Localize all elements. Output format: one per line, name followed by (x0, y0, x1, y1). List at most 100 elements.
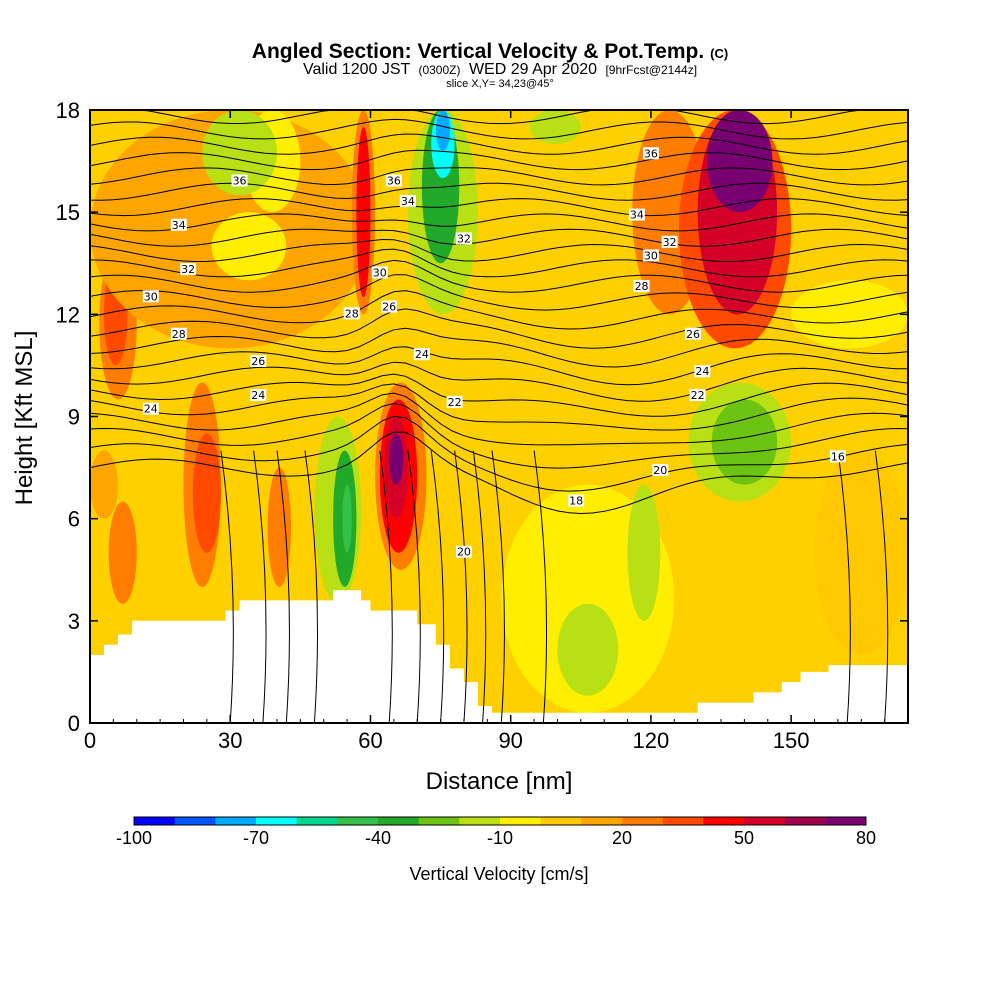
contour-label-bg (661, 235, 678, 248)
contour-line (90, 392, 908, 446)
contour-label-bg (689, 389, 706, 402)
velocity-cell (108, 501, 137, 604)
contour-label: 32 (181, 263, 195, 276)
colorbar-tick-label: 80 (856, 828, 876, 848)
colorbar-swatch (296, 817, 338, 825)
contour-label: 18 (569, 495, 583, 508)
velocity-cell (435, 110, 450, 151)
colorbar-tick-label: -40 (365, 828, 391, 848)
velocity-cell (90, 450, 119, 519)
velocity-cell (529, 110, 581, 145)
contour-label: 36 (387, 175, 401, 188)
y-tick-label: 3 (68, 609, 80, 634)
contour-label: 20 (457, 546, 471, 559)
contour-label: 26 (382, 301, 396, 314)
contour-label: 24 (695, 365, 709, 378)
colorbar-swatch (256, 817, 298, 825)
colorbar-swatch (378, 817, 420, 825)
contour-line (90, 198, 908, 217)
terrain-mask (90, 590, 908, 723)
contour-label: 24 (415, 348, 429, 361)
vertical-velocity-field (90, 110, 908, 713)
colorbar-swatch (540, 817, 582, 825)
colorbar-swatch (134, 817, 176, 825)
contour-line (90, 228, 908, 247)
contour-labels: 16 18 20 20 22 22 24 24 24 24 26 26 26 28 28 28 30 30 30 32… (142, 147, 846, 559)
contour-label: 28 (635, 280, 649, 293)
x-tick-label: 120 (633, 728, 670, 753)
contour-line (90, 149, 908, 171)
velocity-cell (211, 212, 287, 281)
y-tick-label: 18 (56, 98, 80, 123)
contour-label: 26 (686, 328, 700, 341)
contour-label-bg (642, 147, 659, 160)
contour-line (90, 238, 908, 263)
x-tick-label: 0 (84, 728, 96, 753)
contour-line (90, 290, 908, 330)
contour-label-bg (642, 249, 659, 262)
contour-label-bg (142, 290, 159, 303)
velocity-cell (814, 450, 908, 655)
contour-line (491, 450, 505, 723)
y-tick-label: 6 (68, 507, 80, 532)
contour-label: 24 (251, 389, 265, 402)
y-axis-label: Height [Kft MSL] (11, 331, 38, 506)
contour-label-bg (568, 494, 585, 507)
contour-label: 28 (172, 328, 186, 341)
contour-label-bg (343, 307, 360, 320)
contour-line (90, 327, 908, 368)
contour-label: 22 (448, 396, 462, 409)
contour-label: 36 (233, 175, 247, 188)
contour-label-bg (455, 232, 472, 245)
contour-label-bg (633, 280, 650, 293)
contour-line (90, 373, 908, 417)
contour-label-bg (399, 194, 416, 207)
contour-label: 34 (172, 219, 186, 232)
x-tick-label: 30 (218, 728, 242, 753)
contour-line (90, 110, 908, 125)
colorbar-tick-label: -70 (243, 828, 269, 848)
contour-line (430, 450, 445, 723)
contour-label-bg (231, 174, 248, 187)
colorbar-tick-labels: -100 -70 -40 -10 20 50 80 (116, 828, 876, 848)
contour-label-bg (455, 545, 472, 558)
velocity-cell (627, 484, 661, 621)
x-tick-label: 90 (498, 728, 522, 753)
contour-line (90, 274, 908, 311)
velocity-cell (557, 603, 619, 696)
contour-label: 20 (653, 464, 667, 477)
contour-line (472, 450, 487, 723)
contour-label: 30 (644, 249, 658, 262)
contour-label-bg (371, 266, 388, 279)
contour-line (90, 213, 908, 232)
contour-label-bg (250, 389, 267, 402)
contour-line (90, 182, 908, 201)
contour-label: 34 (630, 209, 644, 222)
colorbar-swatch (459, 817, 501, 825)
velocity-cell (389, 433, 404, 485)
colorbar-frame (133, 816, 867, 826)
contour-label: 34 (401, 195, 415, 208)
colorbar-tick-label: 50 (734, 828, 754, 848)
contour-line (90, 167, 908, 186)
contour-line (407, 450, 421, 723)
y-tick-label: 12 (56, 302, 80, 327)
colorbar-swatch (500, 817, 542, 825)
contour-line (90, 383, 908, 431)
contour-line (90, 308, 908, 349)
contour-label: 22 (691, 389, 705, 402)
velocity-cell (267, 467, 291, 587)
contour-line (90, 431, 908, 515)
contour-line (253, 450, 267, 723)
contour-line (90, 259, 908, 293)
contour-label-bg (694, 365, 711, 378)
contour-line (90, 415, 908, 492)
contour-label-bg (170, 218, 187, 231)
colorbar-swatch (662, 817, 704, 825)
contour-label-bg (413, 348, 430, 361)
contour-line (90, 402, 908, 469)
contour-label: 30 (144, 290, 158, 303)
contour-line (90, 248, 908, 278)
